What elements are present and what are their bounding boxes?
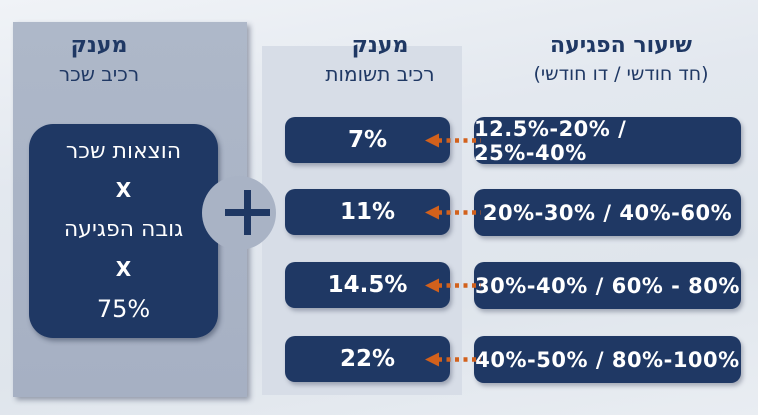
grant-rate-box: 7% xyxy=(285,117,450,163)
rate-row: 11% 20%-30% / 40%-60% xyxy=(0,189,758,236)
arrow-left-icon xyxy=(425,133,481,148)
rate-row: 14.5% 30%-40% / 60% - 80% xyxy=(0,262,758,309)
inputs-header-title: מענק xyxy=(351,33,409,58)
damage-header-subtitle: (חד חודשי / דו חודשי) xyxy=(533,63,709,85)
damage-range-value: 12.5%-20% / 25%-40% xyxy=(474,116,627,165)
formula-line-75-percent: 75% xyxy=(96,295,151,324)
salary-column-header: מענק רכיב שכר xyxy=(13,32,185,88)
arrow-left-icon xyxy=(425,205,481,220)
grant-rate-value: 11% xyxy=(339,199,396,225)
damage-range-box: 20%-30% / 40%-60% xyxy=(474,189,741,236)
damage-column-header: שיעור הפגיעה (חד חודשי / דו חודשי) xyxy=(487,32,755,88)
damage-range-value: 20%-30% / 40%-60% xyxy=(482,200,733,225)
formula-multiply-sign-2: X xyxy=(115,256,132,281)
grant-rate-value: 14.5% xyxy=(327,272,408,298)
grant-rate-box: 14.5% xyxy=(285,262,450,308)
damage-range-box: 40%-50% / 80%-100% xyxy=(474,336,741,383)
arrow-left-icon xyxy=(425,352,481,367)
damage-range-box: 12.5%-20% / 25%-40% xyxy=(474,116,741,165)
damage-range-box: 30%-40% / 60% - 80% xyxy=(474,262,741,309)
salary-header-title: מענק xyxy=(70,33,128,58)
salary-header-subtitle: רכיב שכר xyxy=(58,62,140,86)
grant-rate-box: 11% xyxy=(285,189,450,235)
damage-header-title: שיעור הפגיעה xyxy=(550,33,692,58)
formula-line-damage-height: גובה הפגיעה xyxy=(63,216,184,242)
grant-rate-value: 7% xyxy=(347,127,388,153)
plus-icon-vertical-bar xyxy=(244,190,251,235)
damage-range-value: 40%-50% / 80%-100% xyxy=(475,347,740,372)
rate-row: 22% 40%-50% / 80%-100% xyxy=(0,336,758,383)
arrow-left-icon xyxy=(425,278,481,293)
salary-formula-box: הוצאות שכר X גובה הפגיעה X 75% xyxy=(29,124,218,338)
grant-rate-value: 22% xyxy=(339,346,396,372)
damage-range-value: 30%-40% / 60% - 80% xyxy=(475,273,740,298)
inputs-header-subtitle: רכיב תשומות xyxy=(325,62,435,86)
rate-row: 7% 12.5%-20% / 25%-40% xyxy=(0,116,758,165)
inputs-column-header: מענק רכיב תשומות xyxy=(290,32,470,88)
formula-line-salary-expenses: הוצאות שכר xyxy=(65,138,182,164)
formula-multiply-sign-1: X xyxy=(115,178,132,203)
grant-rate-box: 22% xyxy=(285,336,450,382)
